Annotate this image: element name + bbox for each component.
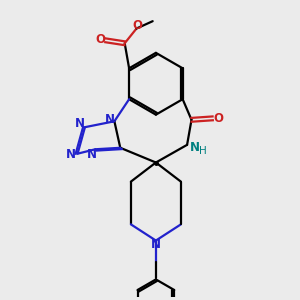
Text: N: N [75, 117, 85, 130]
Text: O: O [213, 112, 223, 125]
Text: N: N [151, 238, 161, 251]
Text: O: O [95, 33, 105, 46]
Text: O: O [132, 19, 142, 32]
Text: N: N [190, 141, 200, 154]
Text: H: H [200, 146, 207, 156]
Text: N: N [87, 148, 97, 161]
Text: N: N [66, 148, 76, 161]
Text: N: N [104, 113, 114, 126]
